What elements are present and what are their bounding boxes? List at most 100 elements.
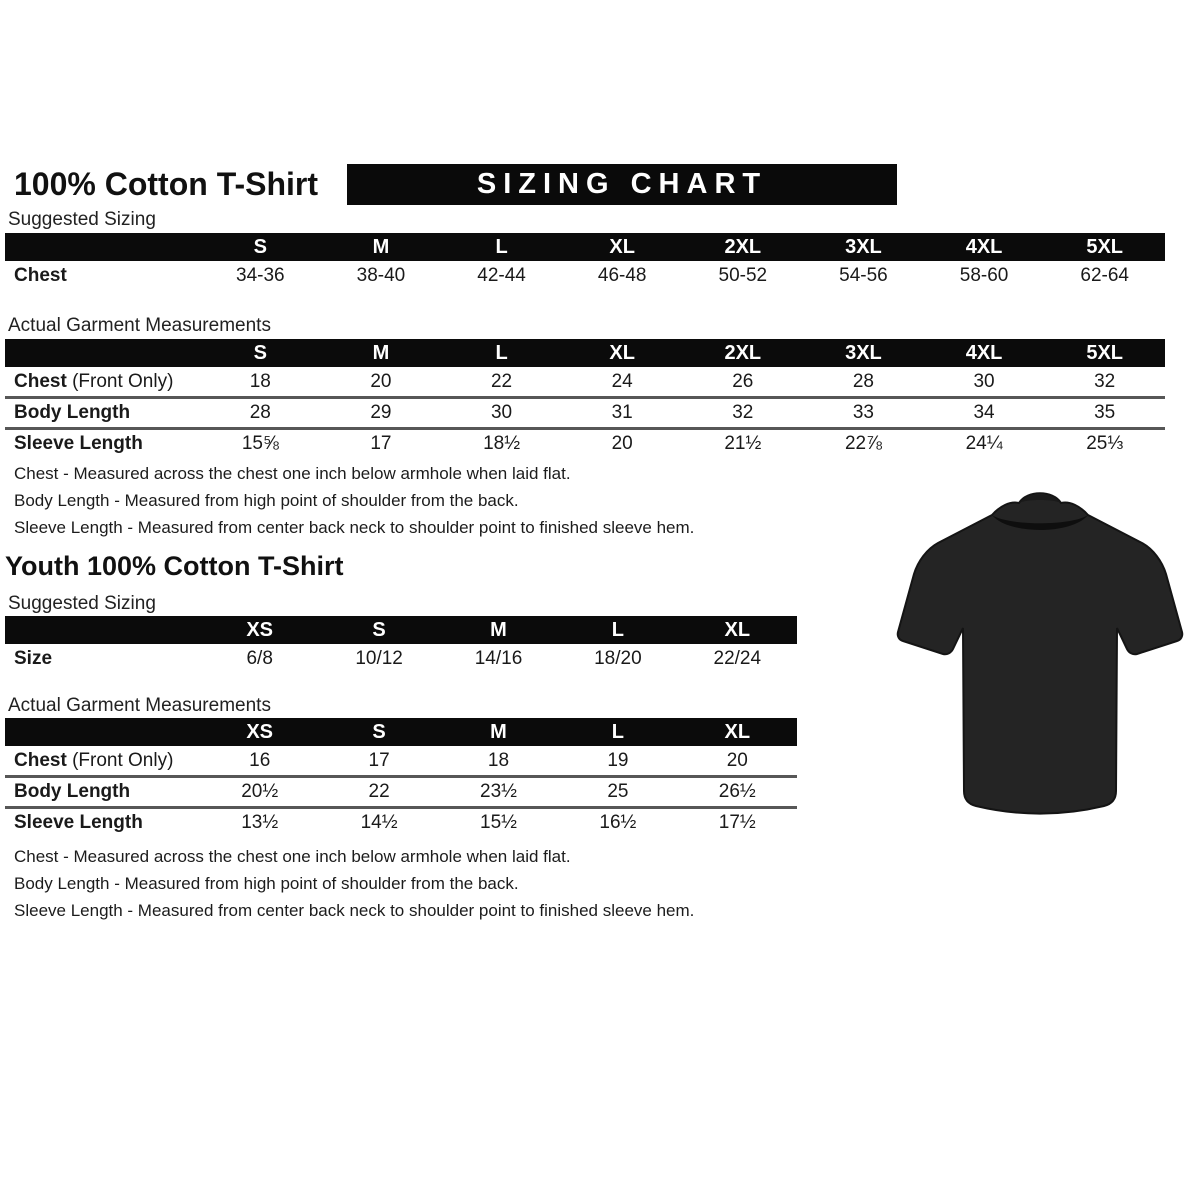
table-row: Sleeve Length 15⅝ 17 18½ 20 21½ 22⅞ 24¼ … bbox=[5, 427, 1165, 458]
cell-value: 32 bbox=[1094, 370, 1116, 392]
cell-value: 16½ bbox=[599, 812, 637, 833]
cell-value: 16 bbox=[249, 749, 271, 771]
cell-value: 17½ bbox=[718, 812, 756, 833]
cell-value: 30 bbox=[973, 370, 995, 392]
adult-measurements-header-row: S M L XL 2XL 3XL 4XL 5XL bbox=[5, 339, 1165, 367]
size-header: M bbox=[372, 235, 390, 258]
row-label-text: Sleeve Length bbox=[14, 433, 143, 454]
youth-measurements-table: XS S M L XL Chest (Front Only) 16 17 18 … bbox=[5, 718, 797, 837]
size-header: M bbox=[490, 720, 507, 743]
size-header: XS bbox=[246, 720, 274, 743]
size-header: L bbox=[495, 235, 508, 258]
note-body-length: Body Length - Measured from high point o… bbox=[14, 874, 519, 893]
size-header: 4XL bbox=[965, 235, 1003, 258]
cell-value: 22⅞ bbox=[844, 433, 882, 454]
table-row: Chest (Front Only) 18 20 22 24 26 28 30 … bbox=[5, 367, 1165, 396]
cell-value: 20 bbox=[611, 433, 633, 454]
row-label-text: Size bbox=[14, 648, 53, 669]
youth-section-title: Youth 100% Cotton T-Shirt bbox=[5, 551, 344, 581]
cell-value: 22/24 bbox=[713, 648, 762, 669]
cell-value: 50-52 bbox=[718, 265, 768, 286]
cell-value: 17 bbox=[368, 749, 390, 771]
tshirt-illustration bbox=[896, 492, 1184, 815]
adult-suggested-sizing-table: S M L XL 2XL 3XL 4XL 5XL Chest 34-36 38-… bbox=[5, 233, 1165, 291]
row-label: Body Length bbox=[5, 402, 200, 424]
youth-measurements-header-row: XS S M L XL bbox=[5, 718, 797, 746]
row-label-note: (Front Only) bbox=[66, 749, 174, 771]
cell-value: 26 bbox=[732, 370, 754, 392]
cell-value: 30 bbox=[490, 402, 513, 423]
cell-value: 25 bbox=[607, 781, 629, 802]
row-label: Size bbox=[5, 648, 200, 670]
size-header: 5XL bbox=[1086, 341, 1124, 364]
tshirt-collar bbox=[992, 515, 1088, 530]
tshirt-body bbox=[896, 492, 1184, 815]
cell-value: 20 bbox=[370, 370, 392, 392]
size-header: 2XL bbox=[724, 235, 762, 258]
cell-value: 18/20 bbox=[594, 648, 642, 669]
adult-suggested-sizing-label: Suggested Sizing bbox=[8, 209, 156, 230]
cell-value: 22 bbox=[368, 781, 390, 802]
size-header: M bbox=[372, 341, 390, 364]
adult-measurements-table: S M L XL 2XL 3XL 4XL 5XL Chest (Front On… bbox=[5, 339, 1165, 458]
table-row: Chest (Front Only) 16 17 18 19 20 bbox=[5, 746, 797, 775]
cell-value: 18 bbox=[249, 370, 271, 392]
row-label: Body Length bbox=[5, 781, 200, 803]
cell-value: 17 bbox=[370, 433, 392, 454]
table-row: Body Length 28 29 30 31 32 33 34 35 bbox=[5, 396, 1165, 427]
table-row: Size 6/8 10/12 14/16 18/20 22/24 bbox=[5, 644, 797, 674]
note-chest: Chest - Measured across the chest one in… bbox=[14, 464, 571, 483]
row-label: Sleeve Length bbox=[5, 812, 200, 834]
cell-value: 18 bbox=[487, 749, 510, 771]
youth-measurements-label: Actual Garment Measurements bbox=[8, 695, 271, 716]
row-label-text: Body Length bbox=[14, 402, 131, 423]
row-label-text: Chest bbox=[14, 370, 67, 392]
cell-value: 58-60 bbox=[959, 265, 1009, 286]
cell-value: 14½ bbox=[360, 812, 398, 833]
sizing-chart-banner: SIZING CHART bbox=[347, 164, 897, 205]
cell-value: 20 bbox=[726, 749, 748, 771]
tshirt-collar-band bbox=[1019, 494, 1061, 503]
size-header: XL bbox=[724, 618, 751, 641]
cell-value: 32 bbox=[732, 402, 754, 423]
size-header: S bbox=[372, 618, 386, 641]
table-row: Chest 34-36 38-40 42-44 46-48 50-52 54-5… bbox=[5, 261, 1165, 291]
size-header: L bbox=[611, 720, 624, 743]
size-header: L bbox=[611, 618, 624, 641]
size-header: M bbox=[490, 618, 507, 641]
cell-value: 42-44 bbox=[477, 265, 526, 286]
youth-suggested-sizing-table: XS S M L XL Size 6/8 10/12 14/16 18/20 2… bbox=[5, 616, 797, 674]
size-header: XL bbox=[724, 720, 751, 743]
size-header: 3XL bbox=[845, 341, 882, 364]
size-header: 5XL bbox=[1086, 235, 1124, 258]
cell-value: 19 bbox=[607, 749, 629, 771]
cell-value: 26½ bbox=[718, 781, 756, 802]
adult-measurements-label: Actual Garment Measurements bbox=[8, 315, 271, 336]
cell-value: 18½ bbox=[483, 433, 521, 454]
row-label-text: Body Length bbox=[14, 781, 131, 802]
cell-value: 24 bbox=[611, 370, 633, 392]
cell-value: 13½ bbox=[241, 812, 279, 833]
cell-value: 10/12 bbox=[355, 648, 403, 669]
cell-value: 23½ bbox=[480, 781, 517, 802]
cell-value: 20½ bbox=[241, 781, 279, 802]
size-header: XL bbox=[609, 235, 635, 258]
cell-value: 6/8 bbox=[246, 648, 273, 669]
cell-value: 28 bbox=[852, 370, 874, 392]
size-header: XS bbox=[246, 618, 274, 641]
row-label-note: (Front Only) bbox=[66, 370, 174, 392]
cell-value: 14/16 bbox=[474, 648, 523, 669]
size-header: L bbox=[495, 341, 508, 364]
note-sleeve-length: Sleeve Length - Measured from center bac… bbox=[14, 901, 695, 920]
size-header: S bbox=[372, 720, 386, 743]
row-label: Chest (Front Only) bbox=[5, 371, 200, 393]
cell-value: 34-36 bbox=[236, 265, 285, 286]
cell-value: 31 bbox=[611, 402, 633, 423]
size-header: XL bbox=[609, 341, 635, 364]
size-header: 2XL bbox=[724, 341, 762, 364]
cell-value: 29 bbox=[370, 402, 392, 423]
size-header: 3XL bbox=[845, 235, 882, 258]
row-label-text: Chest bbox=[14, 749, 67, 771]
cell-value: 15½ bbox=[480, 812, 517, 833]
